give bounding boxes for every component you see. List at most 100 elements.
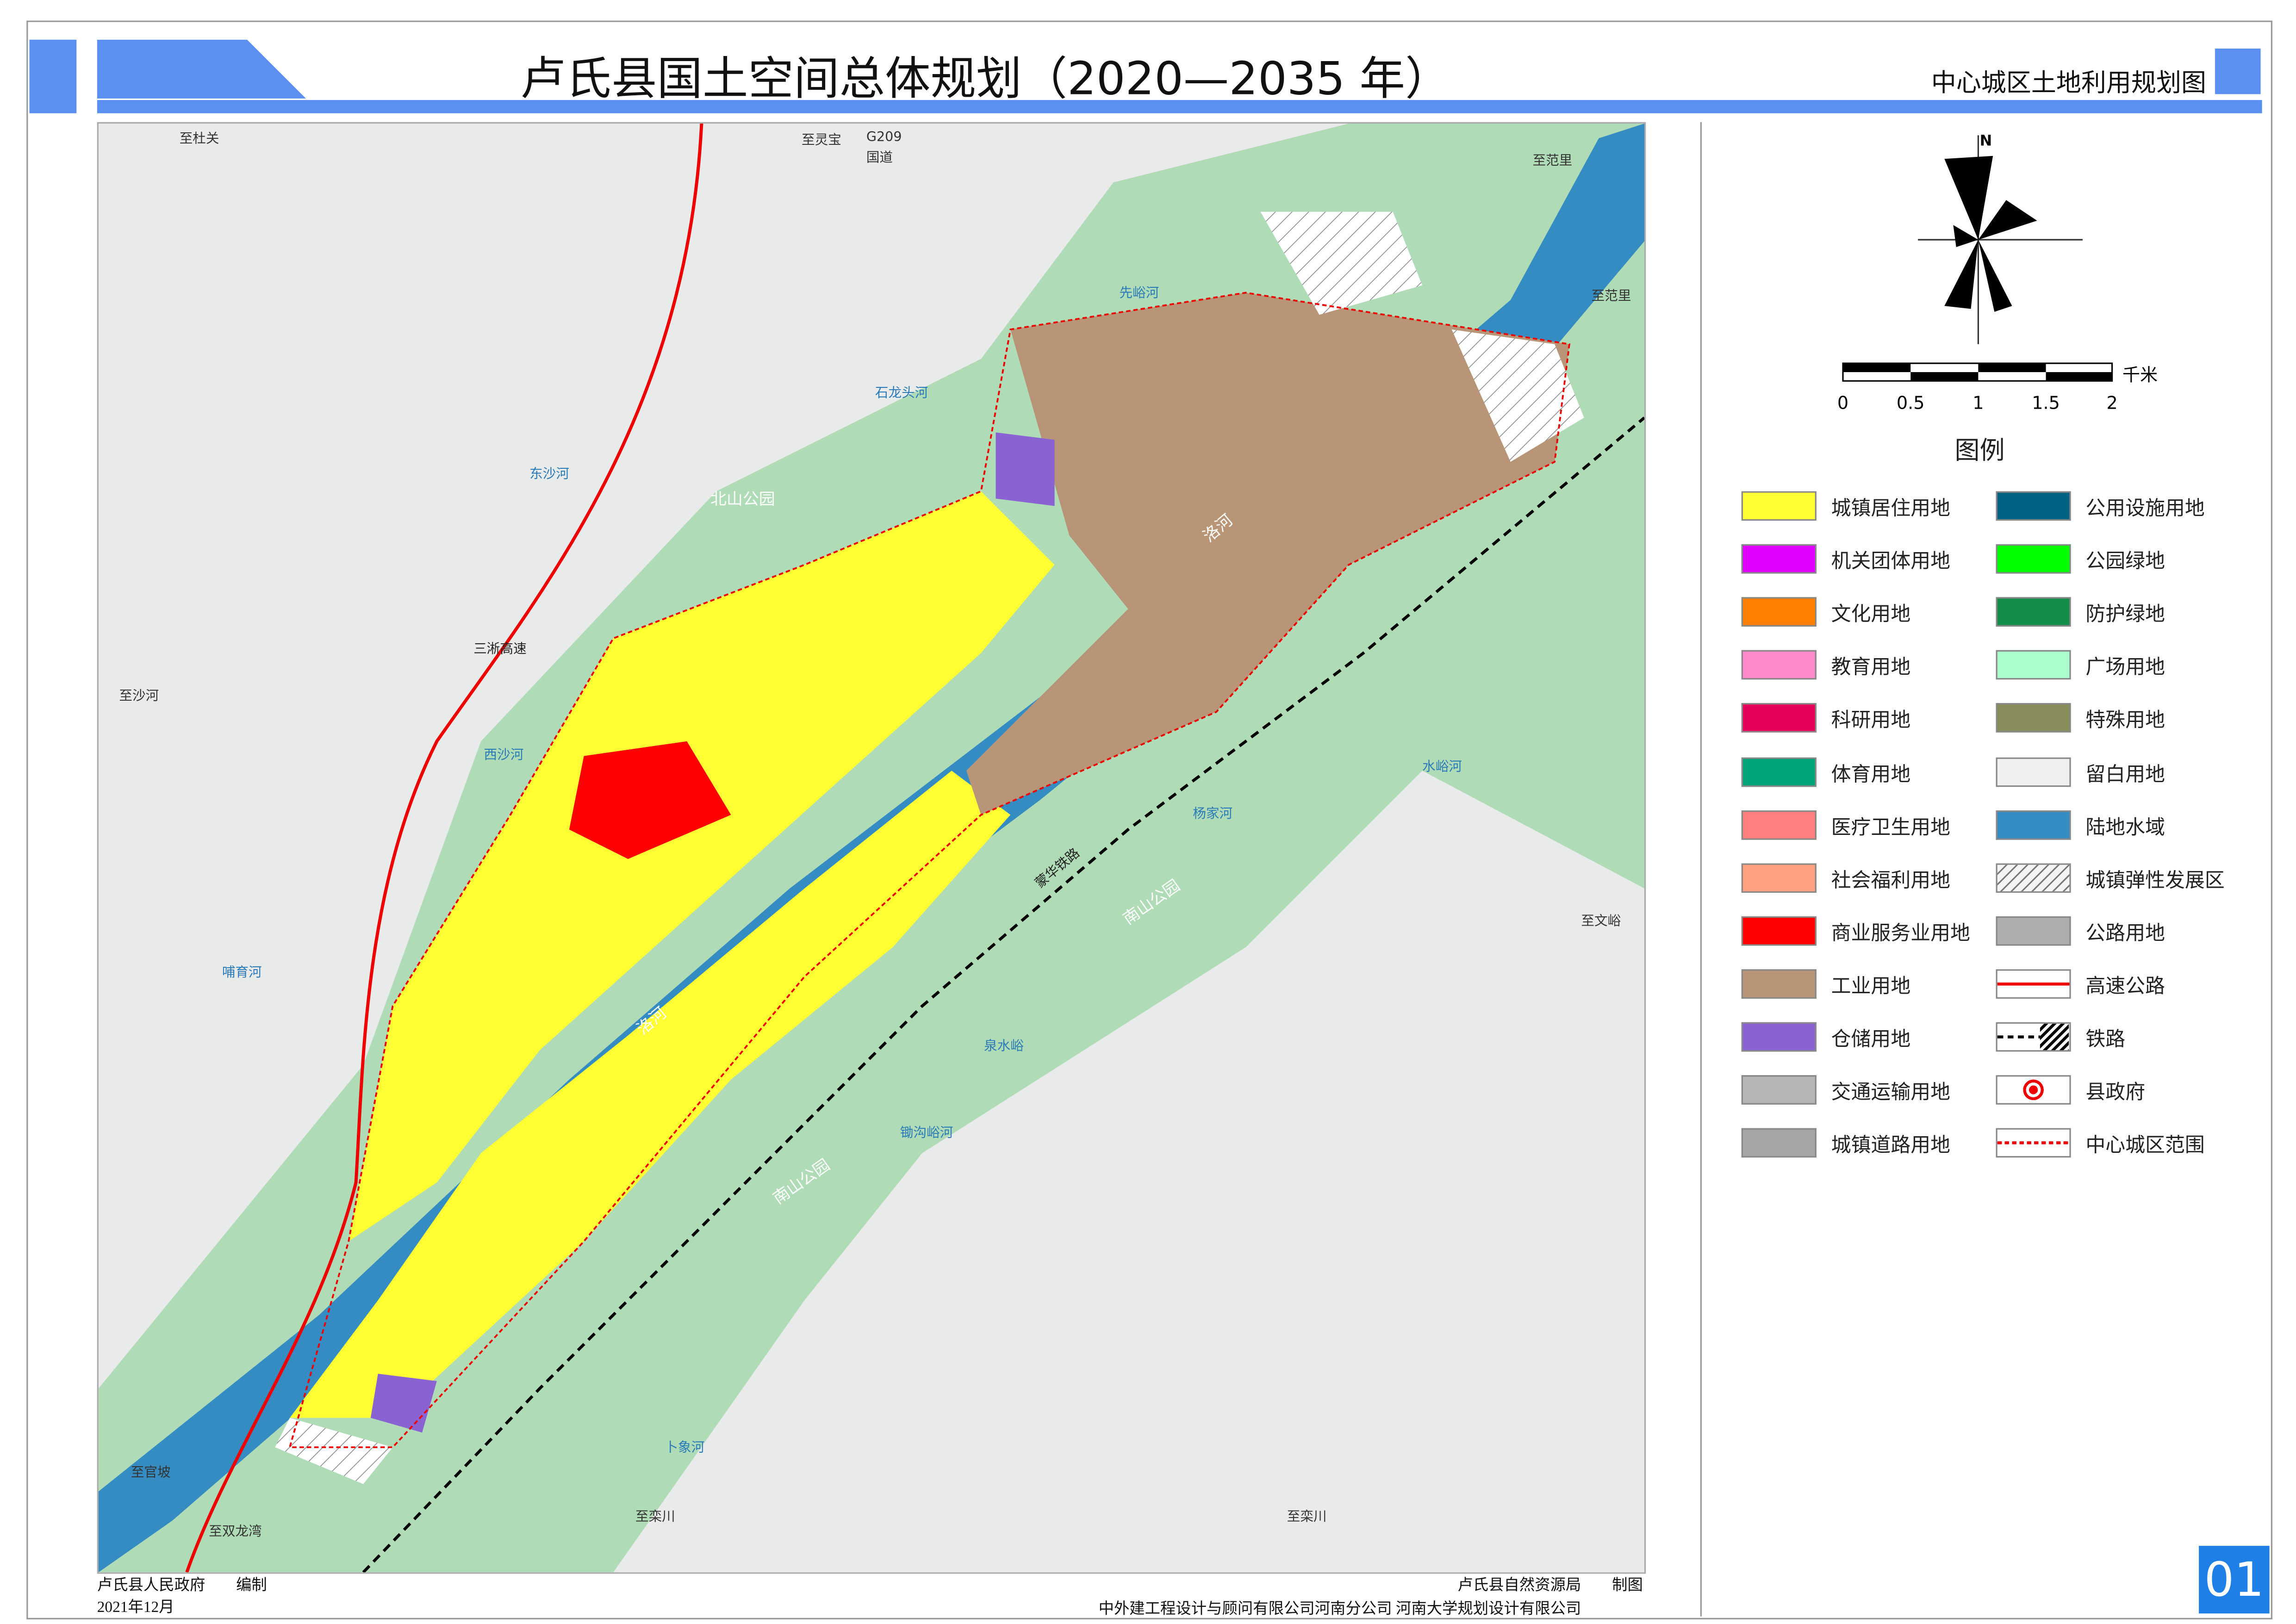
- legend-label: 教育用地: [1831, 656, 1911, 680]
- legend-swatch: [1741, 757, 1817, 786]
- legend-item: 防护绿地: [1996, 596, 2165, 628]
- map-subtitle: 中心城区土地利用规划图: [1931, 69, 2206, 99]
- flex-zone-east: [1451, 329, 1584, 462]
- legend-label: 城镇居住用地: [1831, 497, 1951, 521]
- legend-swatch: [1741, 703, 1817, 733]
- svg-text:至范里: 至范里: [1592, 287, 1631, 303]
- legend-swatch: [1741, 916, 1817, 946]
- legend-item: 交通运输用地: [1741, 1074, 1951, 1106]
- storage-north: [996, 432, 1055, 506]
- legend-swatch: [1996, 1075, 2071, 1105]
- svg-text:至范里: 至范里: [1532, 152, 1572, 168]
- sheet-frame: [26, 20, 2273, 1619]
- svg-text:西沙河: 西沙河: [484, 747, 524, 762]
- legend-item: 公路用地: [1996, 915, 2165, 947]
- svg-text:至栾川: 至栾川: [635, 1508, 675, 1524]
- designers: 中外建工程设计与顾问有限公司河南分公司 河南大学规划设计有限公司: [1098, 1601, 1581, 1618]
- legend-label: 铁路: [2085, 1028, 2126, 1052]
- legend-label: 工业用地: [1831, 975, 1911, 999]
- svg-text:至杜关: 至杜关: [180, 130, 219, 146]
- compiler: 卢氏县人民政府 编制: [97, 1578, 267, 1594]
- legend-label: 公用设施用地: [2085, 497, 2205, 521]
- legend-swatch: [1996, 916, 2071, 946]
- svg-text:哺育河: 哺育河: [222, 964, 262, 980]
- land-use-map[interactable]: 至杜关 至灵宝 G209 国道 至范里 至范里 至沙河 至文峪 至官坡 至双龙湾…: [97, 122, 1646, 1574]
- svg-text:国道: 国道: [866, 149, 893, 165]
- legend-swatch: [1741, 597, 1817, 627]
- svg-text:至双龙湾: 至双龙湾: [209, 1523, 261, 1539]
- svg-text:泉水峪: 泉水峪: [984, 1038, 1024, 1053]
- residential-south: [290, 771, 1011, 1418]
- legend-item: 城镇道路用地: [1741, 1127, 1951, 1159]
- legend-item: 陆地水域: [1996, 809, 2165, 841]
- svg-text:千米: 千米: [2122, 365, 2158, 385]
- legend-swatch: [1996, 1128, 2071, 1158]
- svg-text:至沙河: 至沙河: [119, 688, 159, 703]
- legend-swatch: [1996, 757, 2071, 786]
- svg-text:锄沟峪河: 锄沟峪河: [900, 1125, 953, 1140]
- legend-label: 公路用地: [2085, 921, 2165, 946]
- svg-text:卜象河: 卜象河: [665, 1439, 704, 1455]
- svg-text:G209: G209: [866, 129, 902, 144]
- legend-item: 公园绿地: [1996, 543, 2165, 575]
- svg-text:至文峪: 至文峪: [1581, 913, 1621, 928]
- legend-item: 中心城区范围: [1996, 1127, 2205, 1159]
- legend-item: 工业用地: [1741, 968, 1911, 1000]
- legend-item: 县政府: [1996, 1074, 2146, 1106]
- svg-text:至栾川: 至栾川: [1287, 1508, 1327, 1524]
- svg-text:至灵宝: 至灵宝: [802, 131, 841, 147]
- legend-swatch: [1996, 703, 2071, 733]
- legend-label: 广场用地: [2085, 656, 2165, 680]
- legend-swatch: [1741, 863, 1817, 893]
- page-number: 01: [2199, 1546, 2270, 1614]
- legend-label: 城镇弹性发展区: [2085, 869, 2225, 893]
- legend-label: 社会福利用地: [1831, 869, 1951, 893]
- legend-label: 城镇道路用地: [1831, 1134, 1951, 1158]
- legend-swatch: [1741, 1128, 1817, 1158]
- legend-item: 教育用地: [1741, 649, 1911, 681]
- commercial-core: [569, 741, 731, 859]
- legend-item: 城镇居住用地: [1741, 490, 1951, 522]
- legend-swatch: [1996, 650, 2071, 680]
- legend-swatch: [1741, 544, 1817, 574]
- legend-label: 县政府: [2085, 1081, 2146, 1105]
- north-arrow: N: [1918, 133, 2083, 344]
- legend-item: 仓储用地: [1741, 1021, 1910, 1053]
- page-title: 卢氏县国土空间总体规划（2020—2035 年）: [520, 53, 1451, 106]
- legend-item: 特殊用地: [1996, 702, 2165, 734]
- legend-item: 铁路: [1996, 1021, 2126, 1053]
- legend-swatch: [1996, 863, 2071, 893]
- legend-swatch: [1741, 969, 1817, 999]
- legend-label: 交通运输用地: [1831, 1081, 1951, 1105]
- svg-text:1: 1: [1972, 392, 1984, 413]
- header-banner: [97, 39, 2262, 113]
- legend-swatch: [1741, 491, 1817, 521]
- legend-label: 机关团体用地: [1831, 550, 1951, 574]
- legend-swatch: [1996, 1022, 2071, 1052]
- expressway: [185, 123, 703, 1573]
- legend-swatch: [1741, 1075, 1817, 1105]
- legend-label: 医疗卫生用地: [1831, 815, 1951, 840]
- legend-item: 医疗卫生用地: [1741, 809, 1951, 841]
- svg-text:北山公园: 北山公园: [710, 490, 775, 509]
- legend-swatch: [1996, 491, 2071, 521]
- legend-item: 城镇弹性发展区: [1996, 861, 2225, 894]
- svg-text:水峪河: 水峪河: [1422, 758, 1462, 774]
- legend-swatch: [1741, 1022, 1817, 1052]
- date: 2021年12月: [97, 1600, 174, 1617]
- legend-label: 文化用地: [1831, 603, 1911, 627]
- legend-item: 科研用地: [1741, 702, 1911, 734]
- legend-item: 体育用地: [1741, 755, 1911, 788]
- legend-swatch: [1996, 597, 2071, 627]
- legend-label: 公园绿地: [2085, 550, 2165, 574]
- legend-label: 体育用地: [1831, 762, 1911, 786]
- central-urban-boundary: [288, 292, 1571, 1449]
- svg-text:0.5: 0.5: [1897, 392, 1925, 413]
- svg-text:东沙河: 东沙河: [529, 466, 569, 481]
- legend-item: 机关团体用地: [1741, 543, 1951, 575]
- legend-label: 科研用地: [1831, 709, 1911, 733]
- legend-swatch: [1996, 969, 2071, 999]
- legend-swatch: [1741, 650, 1817, 680]
- legend-swatch: [1996, 809, 2071, 840]
